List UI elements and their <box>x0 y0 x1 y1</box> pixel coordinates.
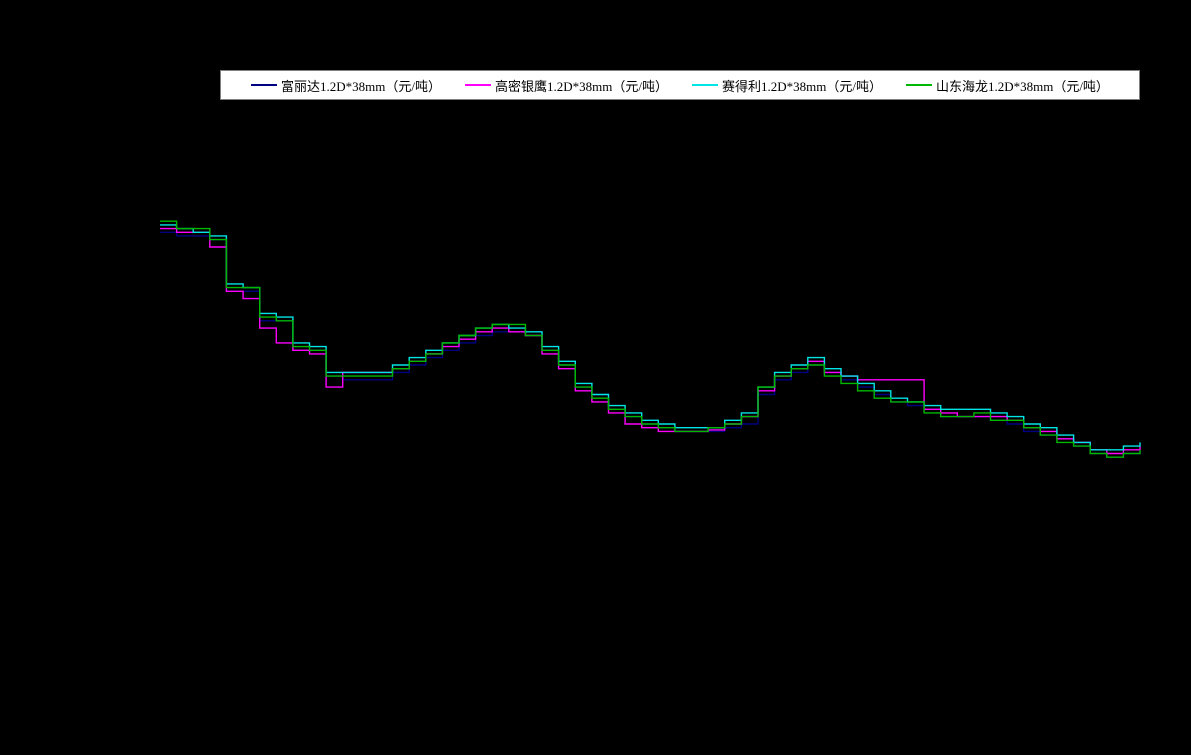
plot-area <box>0 0 1191 755</box>
price-chart: 富丽达1.2D*38mm（元/吨） 高密银鹰1.2D*38mm（元/吨） 赛得利… <box>0 0 1191 755</box>
series-shandonghailong <box>160 221 1140 457</box>
